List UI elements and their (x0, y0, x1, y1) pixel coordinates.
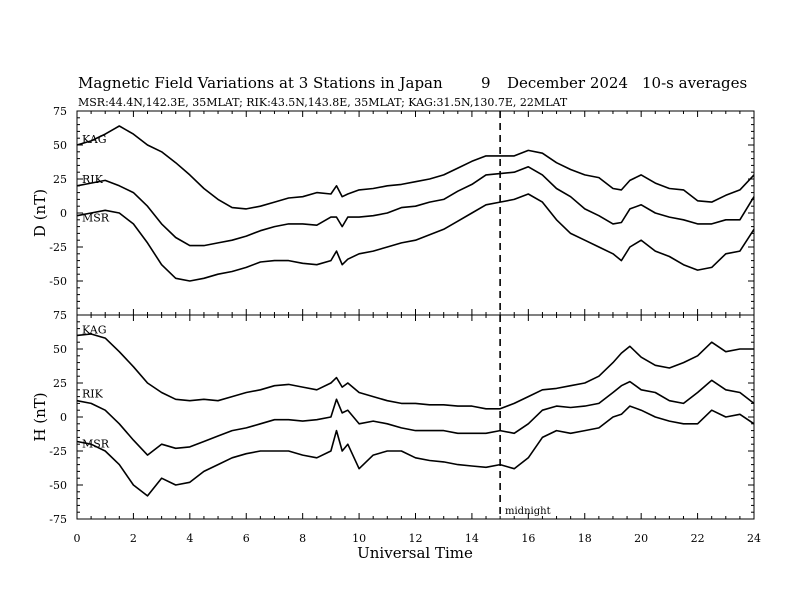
y-tick-label: -75 (49, 513, 67, 526)
series-label-rik: RIK (82, 388, 104, 401)
series-label-kag: KAG (82, 133, 107, 146)
date-day: 9 (481, 74, 491, 92)
x-tick-labels: 0 2 4 6 8 10 12 14 16 18 20 22 24 (74, 532, 762, 545)
x-tick-label: 16 (521, 532, 535, 545)
x-tick-label: 12 (409, 532, 423, 545)
x-axis-label: Universal Time (357, 544, 473, 562)
y-tick-label: -25 (49, 445, 67, 458)
series-label-rik: RIK (82, 173, 104, 186)
y-tick-label: 0 (60, 411, 67, 424)
series-line-kag (76, 333, 754, 410)
x-tick-label: 18 (578, 532, 592, 545)
figure-title: Magnetic Field Variations at 3 Stations … (78, 74, 443, 92)
stations-info: MSR:44.4N,142.3E, 35MLAT; RIK:43.5N,143.… (78, 96, 568, 109)
series-label-kag: KAG (82, 323, 107, 336)
panel-horizontal: -75 -50 -25 0 25 50 75 H (nT) KAG RIK MSR (31, 309, 755, 526)
y-tick-label: 75 (53, 105, 67, 118)
x-tick-label: 0 (74, 532, 81, 545)
series-label-msr: MSR (82, 212, 110, 225)
y-tick-label: -50 (49, 275, 67, 288)
y-axis-label: H (nT) (31, 392, 49, 441)
y-tick-label: -50 (49, 479, 67, 492)
panel-frame (76, 110, 755, 316)
y-tick-label: 25 (53, 377, 67, 390)
y-tick-label: 0 (60, 207, 67, 220)
x-tick-label: 22 (691, 532, 705, 545)
series-line-msr (76, 193, 755, 282)
y-axis-label: D (nT) (31, 189, 49, 237)
y-tick-label: 25 (53, 173, 67, 186)
panel-frame (76, 314, 755, 520)
x-tick-label: 4 (186, 532, 193, 545)
series-line-msr (76, 405, 755, 497)
x-tick-label: 10 (352, 532, 366, 545)
midnight-label: midnight (505, 506, 551, 517)
y-tick-label: 50 (53, 139, 67, 152)
x-tick-label: 6 (243, 532, 250, 545)
x-tick-label: 14 (465, 532, 479, 545)
x-tick-label: 8 (299, 532, 306, 545)
series-label-msr: MSR (82, 437, 110, 450)
y-tick-label: 50 (53, 343, 67, 356)
date-month-year: December 2024 (507, 74, 628, 92)
x-tick-label: 20 (634, 532, 648, 545)
averaging-label: 10-s averages (642, 74, 747, 92)
panel-declination: -50 -25 0 25 50 75 D (nT) KAG RIK MSR (31, 105, 755, 316)
series-line-rik (76, 166, 755, 247)
x-tick-label: 2 (130, 532, 137, 545)
x-tick-label: 24 (747, 532, 761, 545)
series-line-kag (76, 125, 755, 210)
series-line-rik (76, 379, 755, 456)
y-tick-label: -25 (49, 241, 67, 254)
y-tick-label: 75 (53, 309, 67, 322)
